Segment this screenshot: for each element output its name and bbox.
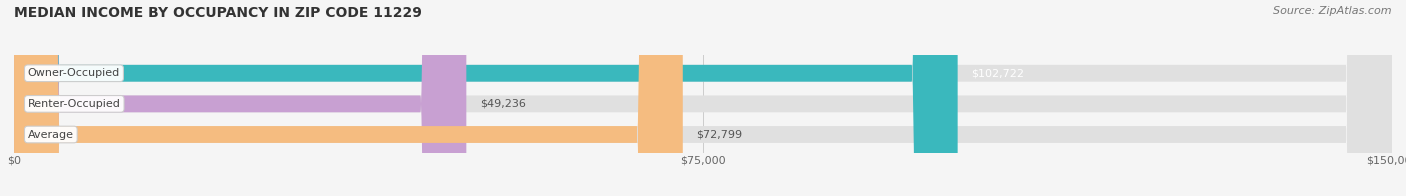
FancyBboxPatch shape	[14, 0, 683, 196]
Text: $102,722: $102,722	[972, 68, 1025, 78]
FancyBboxPatch shape	[14, 0, 467, 196]
Text: $72,799: $72,799	[696, 130, 742, 140]
FancyBboxPatch shape	[14, 0, 1392, 196]
Text: Renter-Occupied: Renter-Occupied	[28, 99, 121, 109]
Text: MEDIAN INCOME BY OCCUPANCY IN ZIP CODE 11229: MEDIAN INCOME BY OCCUPANCY IN ZIP CODE 1…	[14, 6, 422, 20]
FancyBboxPatch shape	[14, 0, 957, 196]
Text: Source: ZipAtlas.com: Source: ZipAtlas.com	[1274, 6, 1392, 16]
Text: Average: Average	[28, 130, 75, 140]
FancyBboxPatch shape	[14, 0, 1392, 196]
Text: Owner-Occupied: Owner-Occupied	[28, 68, 120, 78]
FancyBboxPatch shape	[14, 0, 1392, 196]
Text: $49,236: $49,236	[479, 99, 526, 109]
